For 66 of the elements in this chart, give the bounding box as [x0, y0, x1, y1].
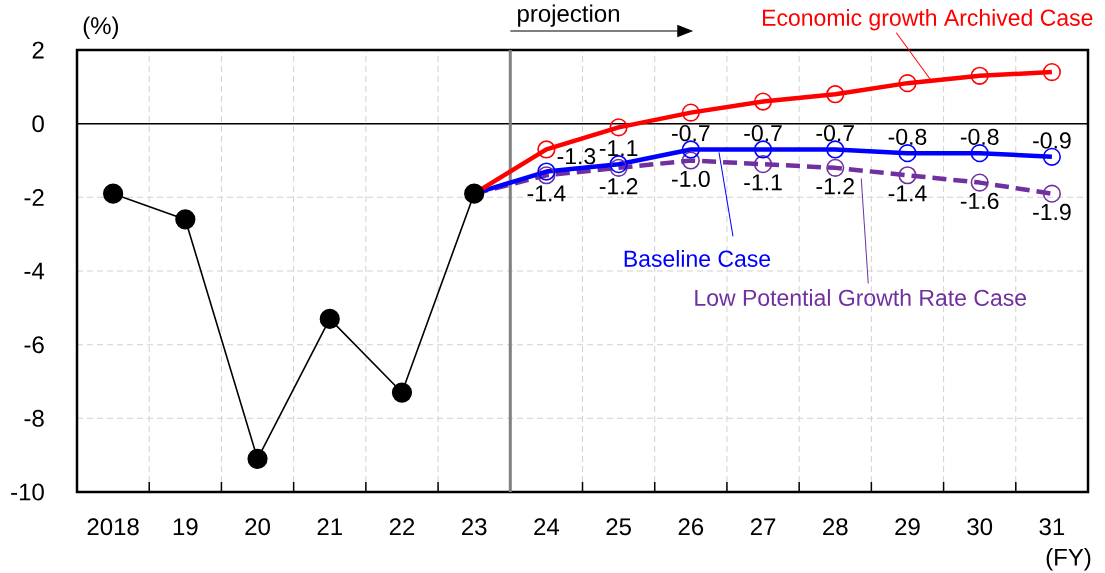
point — [753, 92, 773, 111]
point — [681, 151, 700, 170]
data-label: -1.4 — [888, 185, 927, 202]
data-label: -0.7 — [744, 124, 782, 142]
x-tick-label: 24 — [534, 518, 560, 535]
x-tick-label: 29 — [895, 518, 920, 536]
data-label: -1.0 — [672, 170, 710, 187]
point — [1042, 184, 1061, 203]
x-tick-label: 23 — [462, 518, 487, 536]
data-label: -1.2 — [816, 178, 854, 195]
x-tick-label: 19 — [173, 518, 198, 536]
data-label: -0.8 — [888, 128, 927, 145]
point — [609, 118, 628, 137]
y-tick-label: -4 — [24, 262, 45, 280]
point — [898, 74, 917, 93]
data-label: -1.1 — [599, 140, 638, 156]
y-tick-label: -6 — [24, 336, 44, 354]
data-label: -1.3 — [557, 148, 596, 165]
x-tick-label: 27 — [750, 518, 776, 535]
text: Baseline Case — [624, 250, 771, 267]
y-tick-label: 0 — [32, 115, 44, 133]
point — [247, 448, 268, 469]
point — [1042, 63, 1061, 82]
point — [103, 183, 124, 204]
ref-line-label: projection — [518, 4, 619, 27]
x-axis-title: (FY) — [1046, 548, 1091, 571]
data-label: -0.7 — [672, 124, 710, 142]
y-tick-label: 2 — [32, 41, 44, 59]
point — [970, 66, 989, 85]
x-tick-label: 30 — [967, 518, 993, 536]
data-label: -1.9 — [1033, 203, 1071, 221]
x-tick-label: 31 — [1039, 518, 1065, 536]
point — [681, 103, 700, 122]
point — [970, 144, 989, 163]
point — [826, 85, 845, 104]
data-label: -1.1 — [744, 174, 782, 191]
data-label: -1.4 — [527, 185, 566, 202]
data-label: -0.8 — [960, 128, 999, 145]
x-tick-label: 28 — [823, 518, 848, 536]
point — [537, 140, 556, 159]
point — [537, 162, 556, 181]
y-axis-title: (%) — [83, 16, 119, 39]
x-tick-label: 25 — [606, 518, 631, 536]
x-tick-label: 20 — [245, 518, 270, 536]
y-tick-label: -8 — [24, 409, 44, 427]
point — [319, 308, 340, 329]
point — [753, 155, 773, 174]
data-label: -0.9 — [1033, 132, 1071, 149]
data-label: -1.6 — [960, 192, 999, 210]
data-label: -1.2 — [599, 178, 638, 195]
x-tick-label: 26 — [678, 518, 704, 536]
data-label: -0.7 — [816, 124, 854, 142]
y-tick-label: -10 — [11, 483, 44, 501]
x-tick-label: 2018 — [87, 518, 139, 536]
point — [970, 173, 989, 192]
point — [898, 166, 917, 185]
x-tick-label: 22 — [389, 518, 415, 535]
text: Low Potential Growth Rate Case — [695, 289, 1027, 306]
point — [537, 166, 556, 185]
point — [826, 158, 845, 177]
x-tick-label: 21 — [317, 518, 342, 535]
point — [175, 209, 196, 230]
point — [391, 382, 413, 403]
text: Economic growth Archived Case — [763, 8, 1093, 31]
y-tick-label: -2 — [24, 188, 44, 206]
point — [898, 144, 917, 163]
